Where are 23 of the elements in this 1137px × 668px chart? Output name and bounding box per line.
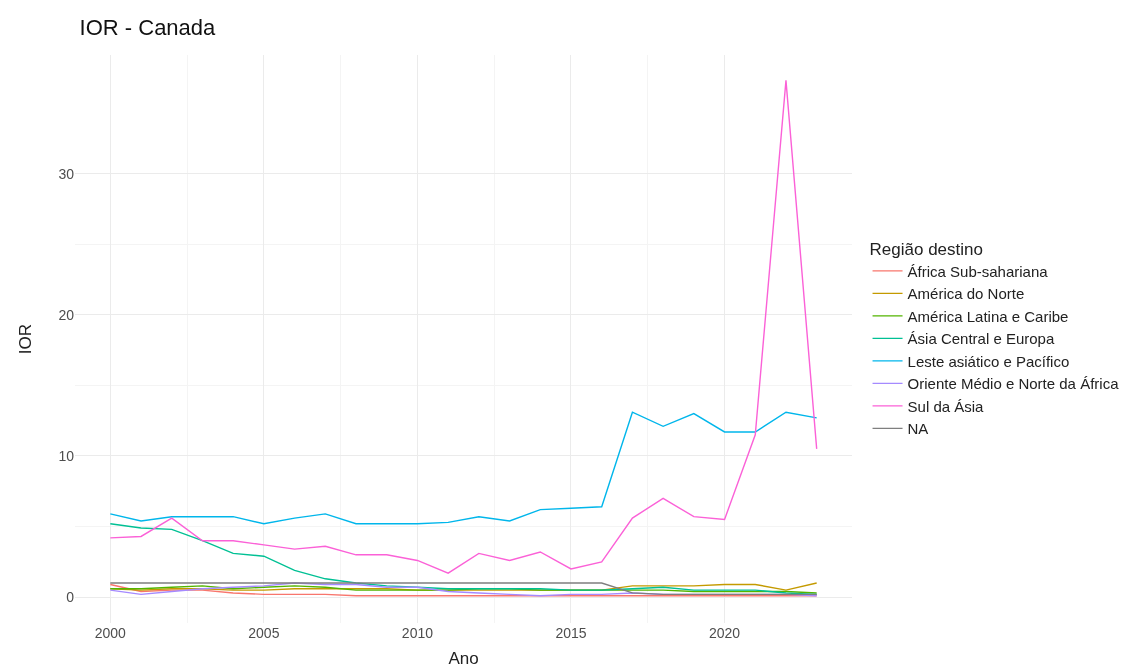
x-tick-label: 2015: [555, 625, 587, 641]
legend-label: Oriente Médio e Norte da África: [907, 375, 1120, 393]
y-tick-label: 20: [58, 306, 75, 323]
x-tick-label: 2000: [94, 625, 127, 641]
x-axis-title: Ano: [448, 649, 479, 668]
legend-label: NA: [907, 420, 929, 438]
x-tick-label: 2020: [708, 625, 741, 641]
y-tick-label: 0: [66, 589, 75, 606]
chart-title: IOR - Canada: [79, 15, 217, 41]
line-series: [109, 79, 818, 574]
legend-label: América Latina e Caribe: [907, 307, 1069, 325]
legend-label: África Sub-sahariana: [907, 262, 1049, 280]
y-axis-title: IOR: [16, 323, 35, 355]
x-tick-label: 2010: [401, 625, 434, 641]
legend-label: Sul da Ásia: [907, 397, 985, 415]
x-tick-label: 2005: [248, 625, 280, 641]
legend-title: Região destino: [869, 239, 983, 259]
legend-label: Ásia Central e Europa: [907, 330, 1055, 348]
legend-label: Leste asiático e Pacífico: [907, 352, 1070, 370]
y-tick-label: 30: [58, 165, 75, 182]
legend-label: América do Norte: [907, 285, 1025, 303]
y-tick-label: 10: [58, 447, 75, 464]
line-series: [109, 411, 818, 525]
